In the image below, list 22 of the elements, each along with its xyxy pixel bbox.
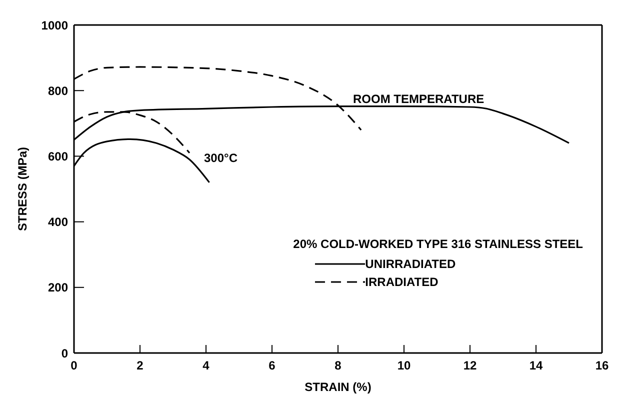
y-tick-label: 0 [61, 346, 68, 360]
x-tick-label: 12 [463, 358, 477, 373]
annotation: ROOM TEMPERATURE [353, 92, 484, 106]
annotation: 300°C [204, 151, 238, 165]
y-tick-label: 200 [48, 280, 68, 295]
x-tick-label: 16 [595, 358, 609, 373]
x-tick-label: 8 [334, 358, 342, 373]
legend-label: IRRADIATED [365, 275, 438, 289]
x-tick-label: 2 [136, 358, 144, 373]
x-tick-label: 0 [70, 358, 78, 373]
x-tick-label: 14 [529, 358, 543, 373]
y-tick-label: 400 [48, 215, 68, 230]
legend-title: 20% COLD-WORKED TYPE 316 STAINLESS STEEL [293, 237, 583, 251]
y-tick-label: 600 [48, 149, 68, 164]
x-axis-title: STRAIN (%) [304, 380, 372, 394]
x-tick-label: 10 [397, 358, 411, 373]
y-tick-label: 1000 [41, 18, 68, 32]
x-tick-label: 4 [202, 358, 210, 373]
y-axis-title: STRESS (MPa) [15, 146, 30, 232]
legend-label: UNIRRADIATED [365, 257, 456, 271]
x-tick-label: 6 [268, 358, 276, 373]
y-tick-label: 800 [48, 84, 68, 98]
